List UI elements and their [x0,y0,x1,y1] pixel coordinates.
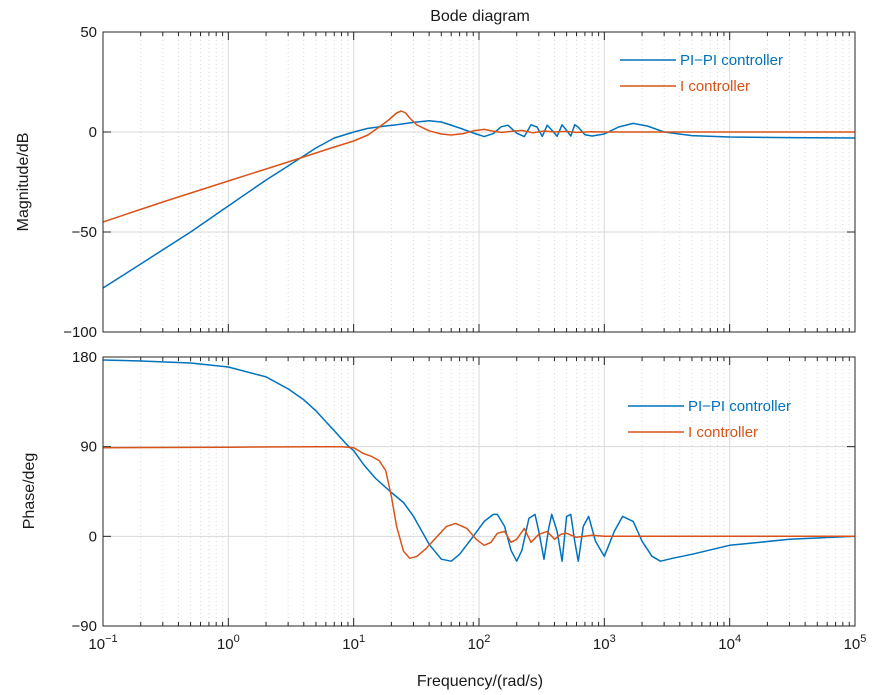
frequency-tick-label: 10−1 [88,633,117,653]
phase-ytick-label: 90 [80,439,97,456]
phase-ytick-label: 0 [89,528,97,545]
phase-legend-label: I controller [688,424,758,441]
mag-legend-label: I controller [680,78,750,95]
phase-series-line-pi-pi [103,359,855,562]
magnitude-axis-label: Magnitude/dB [15,133,32,232]
mag-ytick-label: 50 [80,24,97,41]
mag-ytick-label: 0 [89,124,97,141]
frequency-tick-label: 103 [593,633,616,653]
frequency-axis-label: Frequency/(rad/s) [417,673,543,690]
phase-ytick-label: −90 [72,618,97,635]
mag-axes-box [102,31,856,333]
frequency-tick-label: 100 [217,633,240,653]
mag-legend-label: PI−PI controller [680,52,783,69]
phase-axes-box [102,356,856,627]
frequency-tick-label: 104 [718,633,741,653]
mag-ytick-label: −50 [72,224,97,241]
phase-ytick-label: 180 [72,349,97,366]
phase-panel: −90 0 90 180 PI−PI controller I controller 10−… [72,349,867,653]
phase-series-line-i-controller [103,445,855,560]
chart-title: Bode diagram [430,8,530,25]
phase-axis-label: Phase/deg [21,453,38,530]
mag-series-line-pi-pi [103,120,855,289]
phase-legend-label: PI−PI controller [688,398,791,415]
frequency-tick-label: 102 [468,633,491,653]
magnitude-panel: −100 −50 0 50 PI−PI controller I controller [63,24,856,341]
frequency-tick-label: 101 [342,633,365,653]
mag-ytick-label: −100 [63,324,97,341]
mag-series-line-i-controller [103,110,855,223]
frequency-tick-label: 105 [844,633,867,653]
